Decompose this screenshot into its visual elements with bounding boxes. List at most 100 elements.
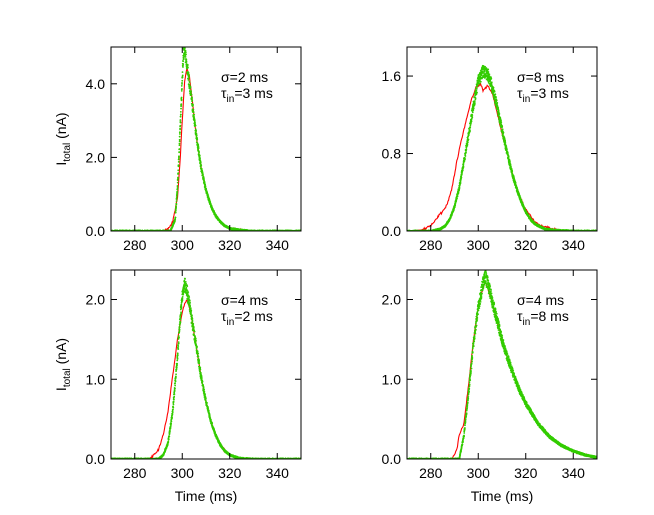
green-scatter-point	[465, 148, 468, 151]
green-scatter-point	[203, 179, 206, 182]
green-scatter-series	[407, 270, 597, 459]
red-line-series	[407, 82, 597, 231]
green-scatter-point	[464, 158, 466, 160]
x-tick-label: 340	[266, 237, 290, 253]
green-scatter-point	[178, 336, 180, 339]
green-scatter-point	[511, 172, 514, 175]
green-scatter-point	[191, 317, 194, 320]
green-scatter-point	[184, 43, 186, 45]
green-scatter-point	[188, 83, 191, 86]
green-scatter-point	[194, 337, 197, 340]
green-scatter-point	[516, 189, 519, 191]
green-scatter-point	[180, 312, 182, 315]
green-scatter-point	[199, 161, 202, 164]
green-scatter-point	[188, 296, 191, 299]
green-scatter-point	[176, 181, 179, 184]
green-scatter-point	[211, 422, 214, 425]
green-scatter-point	[458, 188, 461, 191]
green-scatter-point	[187, 66, 189, 69]
green-scatter-point	[169, 430, 171, 433]
green-scatter-point	[501, 128, 504, 131]
green-scatter-point	[188, 81, 191, 83]
green-scatter-point	[177, 335, 180, 337]
green-scatter-point	[204, 185, 207, 188]
green-scatter-point	[510, 167, 513, 170]
green-scatter-point	[177, 169, 180, 172]
green-scatter-point	[175, 200, 178, 202]
y-tick-label: 1.0	[86, 371, 106, 387]
green-scatter-point	[169, 424, 172, 427]
green-scatter-point	[178, 142, 181, 145]
green-scatter-point	[198, 359, 201, 362]
annotation-sigma: σ=4 ms	[221, 292, 268, 308]
green-scatter-point	[492, 86, 495, 89]
green-scatter-point	[171, 413, 174, 415]
green-scatter-point	[179, 111, 182, 113]
green-scatter-point	[199, 157, 201, 160]
green-scatter-point	[172, 401, 175, 403]
green-scatter-point	[470, 121, 473, 124]
x-tick-label: 320	[218, 465, 242, 481]
green-scatter-point	[175, 196, 178, 199]
green-scatter-point	[187, 291, 190, 294]
annotation-tau: τin=2 ms	[221, 308, 273, 328]
green-scatter-point	[176, 353, 179, 356]
green-scatter-point	[167, 441, 170, 443]
green-scatter-point	[167, 438, 170, 441]
annotation-tau: τin=3 ms	[517, 85, 569, 105]
green-scatter-point	[467, 138, 470, 141]
green-scatter-point	[471, 114, 474, 117]
green-scatter-point	[173, 393, 176, 396]
green-scatter-point	[207, 195, 210, 198]
green-scatter-point	[184, 281, 187, 283]
green-scatter-point	[495, 99, 498, 102]
green-scatter-point	[450, 214, 453, 216]
green-scatter-point	[483, 70, 486, 73]
green-scatter-point	[462, 163, 465, 165]
green-scatter-point	[199, 366, 202, 369]
green-scatter-point	[184, 277, 187, 280]
green-scatter-point	[176, 362, 178, 365]
green-scatter-point	[471, 116, 474, 119]
y-tick-label: 0.0	[382, 223, 402, 239]
green-scatter-point	[176, 190, 179, 193]
green-scatter-point	[207, 410, 210, 412]
green-scatter-point	[481, 70, 484, 73]
green-scatter-point	[180, 306, 183, 308]
green-scatter-point	[174, 380, 177, 383]
green-scatter-point	[465, 151, 467, 154]
green-scatter-point	[198, 154, 201, 157]
green-scatter-point	[191, 316, 193, 319]
annotation-sigma: σ=2 ms	[221, 69, 268, 85]
green-scatter-point	[192, 325, 195, 328]
green-scatter-point	[490, 77, 493, 80]
green-scatter-point	[174, 209, 177, 212]
green-scatter-point	[503, 137, 506, 140]
green-scatter-point	[190, 93, 193, 96]
green-scatter-point	[476, 85, 479, 87]
green-scatter-point	[179, 318, 182, 321]
green-scatter-point	[180, 303, 183, 306]
green-scatter-point	[195, 134, 198, 137]
green-scatter-point	[479, 80, 482, 83]
green-scatter-point	[196, 351, 199, 353]
green-scatter-point	[189, 307, 192, 310]
green-scatter-point	[181, 88, 183, 90]
y-tick-label: 2.0	[86, 292, 106, 308]
green-scatter-point	[172, 403, 175, 406]
green-scatter-point	[457, 191, 460, 194]
green-scatter-point	[461, 172, 463, 174]
green-scatter-point	[180, 85, 183, 87]
green-scatter-point	[204, 397, 207, 400]
x-tick-label: 280	[419, 237, 443, 253]
green-scatter-point	[464, 155, 467, 157]
green-scatter-point	[498, 112, 501, 115]
green-scatter-point	[190, 322, 193, 325]
green-scatter-point	[506, 148, 508, 151]
green-scatter-point	[475, 87, 478, 90]
green-scatter-point	[458, 187, 461, 189]
green-scatter-point	[496, 101, 499, 104]
green-scatter-point	[504, 141, 507, 144]
green-scatter-point	[173, 398, 175, 401]
